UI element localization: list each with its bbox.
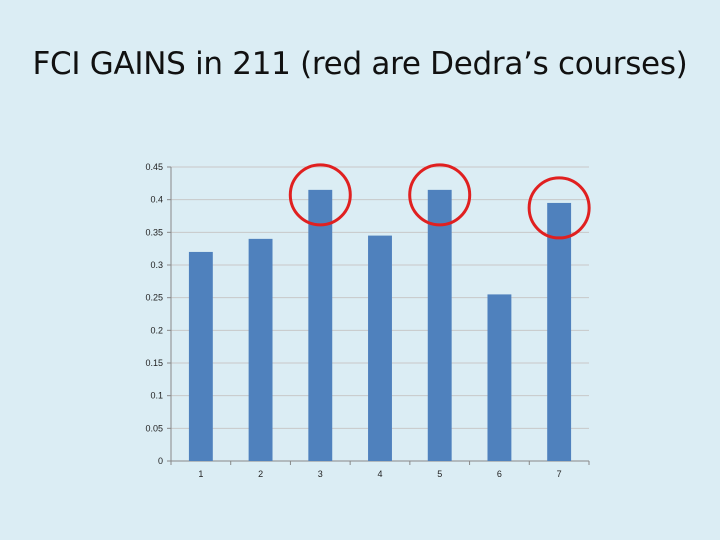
highlight-circle-3: [288, 163, 352, 227]
y-tick-label: 0.1: [150, 391, 163, 401]
highlight-circles: [288, 163, 591, 240]
x-tick-label: 1: [198, 469, 203, 479]
x-tick-label: 7: [557, 469, 562, 479]
highlight-circle-7: [527, 176, 591, 240]
bar-4: [368, 235, 392, 461]
y-tick-label: 0.35: [145, 227, 163, 237]
x-tick-labels: 1 2 3 4 5 6 7: [198, 469, 561, 479]
y-tick-label: 0.15: [145, 358, 163, 368]
y-tick-label: 0: [158, 456, 163, 466]
x-tick-label: 6: [497, 469, 502, 479]
x-tick-label: 4: [377, 469, 382, 479]
bar-7: [547, 202, 572, 461]
slide-title: FCI GAINS in 211 (red are Dedra’s course…: [32, 46, 688, 82]
bar-2: [248, 238, 273, 461]
y-tick-label: 0.05: [145, 423, 163, 433]
x-tick-label: 3: [318, 469, 323, 479]
y-tick-labels: 0 0.05 0.1 0.15 0.2 0.25 0.3 0.35 0.4 0.45: [145, 162, 163, 466]
bar-6: [487, 294, 512, 461]
bar-1: [188, 251, 213, 461]
x-tick-label: 5: [437, 469, 442, 479]
x-tick-label: 2: [258, 469, 263, 479]
bar-3: [308, 189, 333, 461]
y-tick-label: 0.25: [145, 293, 163, 303]
y-tick-label: 0.2: [150, 325, 163, 335]
chart-bars: [188, 189, 572, 461]
y-tick-label: 0.4: [150, 195, 163, 205]
y-tick-label: 0.45: [145, 162, 163, 172]
y-tick-label: 0.3: [150, 260, 163, 270]
highlight-circle-5: [408, 163, 472, 227]
bar-5: [427, 189, 452, 461]
